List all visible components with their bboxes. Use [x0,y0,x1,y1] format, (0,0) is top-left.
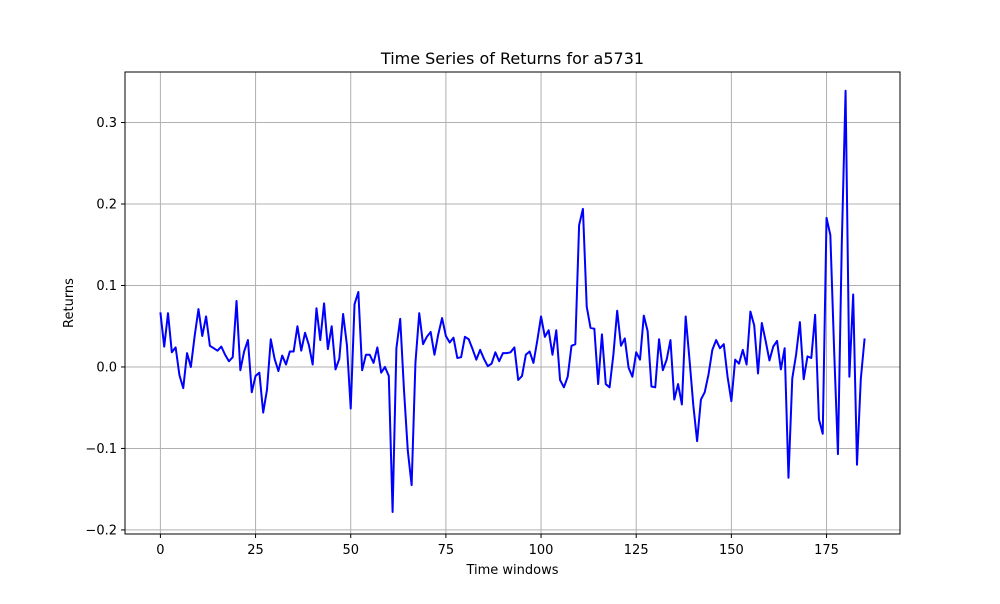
y-tick-label: 0.3 [96,116,117,131]
ticks: 0 25 50 75 100 125 150 175 −0.2 −0.1 0.0 0.1 0.2 0.3 [85,116,839,558]
y-tick-label: 0.1 [96,279,117,294]
series-layer [159,89,866,513]
x-tick-label: 50 [342,543,359,558]
x-tick-label: 75 [438,543,455,558]
plot-background [125,72,900,534]
x-tick-label: 175 [814,543,839,558]
y-axis-label: Returns [62,278,77,328]
x-axis-label: Time windows [465,563,558,578]
plot-frame [124,71,901,535]
returns-line [159,89,866,513]
y-tick-label: −0.2 [85,523,117,538]
x-tick-label: 100 [529,543,554,558]
x-tick-label: 25 [247,543,264,558]
x-tick-label: 125 [624,543,649,558]
y-tick-label: −0.1 [85,442,117,457]
x-tick-label: 0 [156,543,164,558]
x-tick-label: 150 [719,543,744,558]
chart-title: Time Series of Returns for a5731 [380,49,644,68]
grid [125,72,900,534]
y-tick-label: 0.2 [96,198,117,213]
y-tick-label: 0.0 [96,360,117,375]
